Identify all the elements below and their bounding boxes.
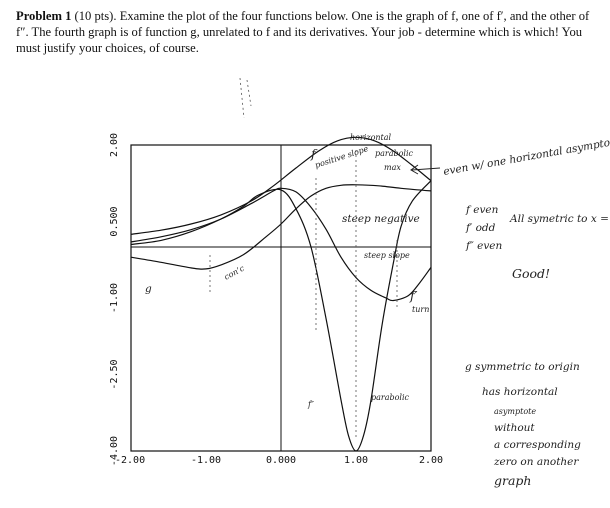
problem-points: (10 pts).	[74, 9, 117, 23]
annot-horizontal: horizontal	[350, 133, 392, 142]
x-tick-label: 0.000	[266, 455, 296, 466]
g-note-4: without	[494, 422, 535, 434]
g-note-5: a corresponding	[494, 439, 581, 451]
y-tick-label: 2.00	[109, 133, 120, 157]
annot-steep-negative: steep negative	[342, 213, 420, 225]
margin-list-1: f even	[465, 204, 499, 216]
curve-series-4	[130, 180, 432, 452]
hand-guides	[209, 77, 398, 440]
annot-f: f	[310, 146, 318, 161]
g-note-1: g symmetric to origin	[465, 361, 580, 373]
gridlines	[131, 145, 431, 451]
annot-f-double-prime: f″	[307, 400, 314, 409]
g-note-6: zero on another	[493, 456, 579, 468]
problem-text: Examine the plot of the four functions b…	[16, 9, 590, 55]
y-tick-label: -4.00	[109, 436, 120, 466]
annot-max: max	[384, 163, 401, 172]
margin-symmetric: All symetric to x = 1	[509, 213, 610, 225]
problem-heading: Problem 1	[16, 9, 72, 23]
curve-series-3	[130, 184, 432, 270]
curves	[130, 136, 432, 452]
hand-arrow	[410, 164, 441, 175]
annot-steep-slope: steep slope	[364, 251, 410, 260]
annot-f-prime: f′	[409, 288, 418, 303]
margin-list-3: f″ even	[465, 240, 503, 252]
x-tick-labels: -2.00 -1.00 0.000 1.00 2.00	[115, 455, 443, 466]
margin-list-2: f′ odd	[465, 222, 496, 234]
g-note-7: graph	[494, 473, 531, 488]
annot-turn: turn	[412, 305, 429, 314]
x-tick-label: 2.00	[419, 455, 443, 466]
margin-good: Good!	[512, 266, 550, 281]
y-tick-label: 0.500	[109, 206, 120, 236]
y-tick-label: -2.50	[109, 359, 120, 389]
annot-parabolic-top: parabolic	[375, 149, 414, 158]
x-tick-label: -1.00	[191, 455, 221, 466]
problem-statement: Problem 1 (10 pts). Examine the plot of …	[16, 8, 601, 56]
y-tick-label: -1.00	[109, 283, 120, 313]
annot-positive-slope: positive slope	[314, 144, 370, 170]
x-tick-label: -2.00	[115, 455, 145, 466]
y-tick-labels: -4.00 -2.50 -1.00 0.500 2.00	[109, 133, 120, 466]
curve-series-1	[130, 136, 432, 235]
margin-even-note: even w/ one horizontal asymptote	[442, 135, 610, 178]
annot-concave: con’c	[223, 263, 247, 281]
g-note-3: asymptote	[494, 407, 536, 416]
x-tick-label: 1.00	[344, 455, 368, 466]
g-note-2: has horizontal	[482, 386, 558, 398]
annot-parabolic-bottom: parabolic	[371, 393, 410, 402]
annot-g: g	[145, 283, 152, 295]
